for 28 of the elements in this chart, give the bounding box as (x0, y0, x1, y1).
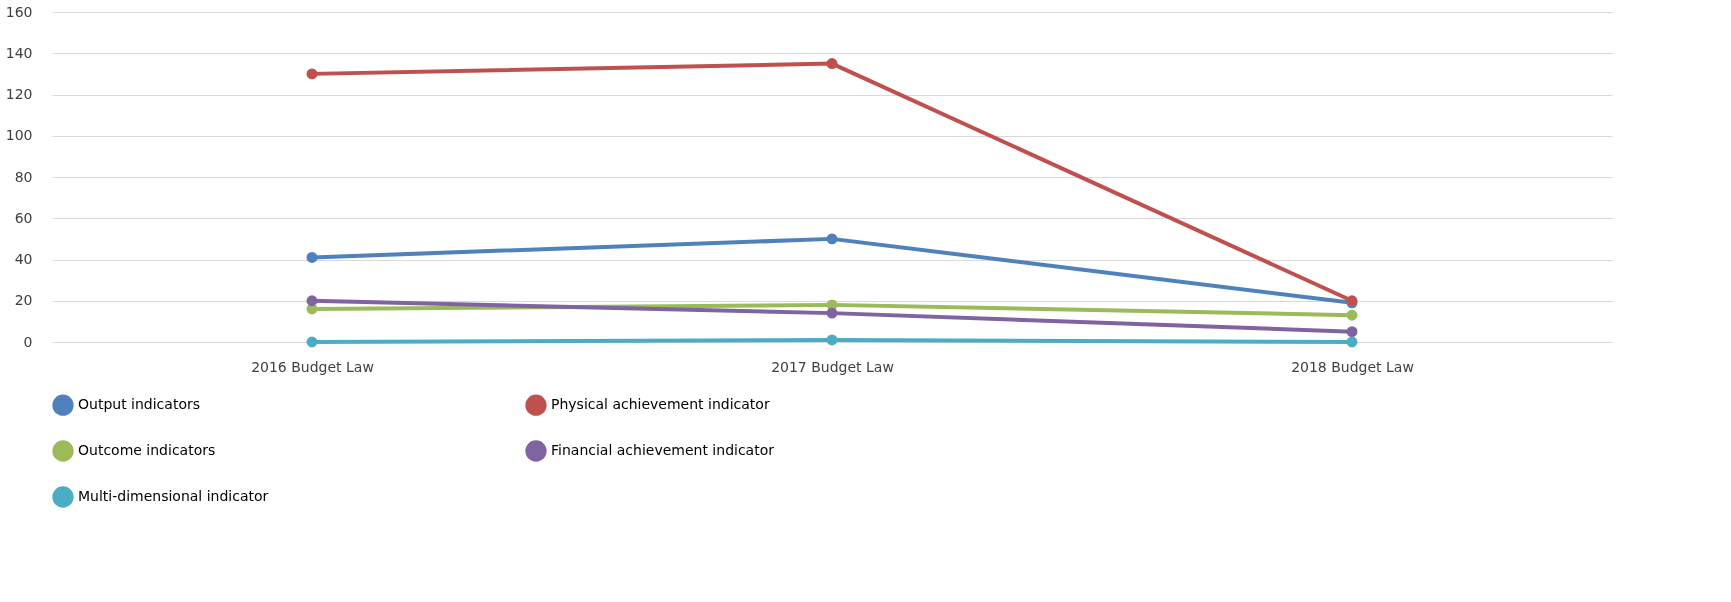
point (1346, 326, 1358, 338)
point (826, 334, 838, 346)
point (826, 307, 838, 319)
point (1346, 309, 1358, 321)
point (826, 233, 838, 245)
point (306, 336, 318, 348)
legend-label: Output indicators (78, 396, 201, 413)
y-tick-label: 0 (23, 333, 33, 350)
legend-label: Outcome indicators (78, 442, 216, 458)
y-tick-label: 20 (14, 292, 33, 309)
y-tick-label: 100 (5, 127, 33, 144)
y-tick-label: 60 (14, 209, 33, 226)
y-tick-label: 40 (14, 251, 33, 267)
point (1346, 336, 1358, 348)
y-tick-label: 160 (5, 3, 33, 20)
x-tick-label: 2016 Budget Law (251, 358, 374, 375)
legend-label: Financial achievement indicator (551, 442, 775, 458)
x-tick-label: 2018 Budget Law (1291, 358, 1414, 375)
y-tick-label: 140 (5, 44, 33, 61)
point (306, 251, 318, 263)
point (306, 68, 318, 80)
legend-label: Physical achievement indicator (551, 396, 770, 413)
point (306, 295, 318, 307)
x-tick-label: 2017 Budget Law (771, 358, 894, 375)
point (826, 58, 838, 70)
legend-label: Multi-dimensional indicator (78, 488, 269, 504)
y-tick-label: 80 (14, 168, 33, 185)
y-tick-label: 120 (5, 86, 33, 102)
